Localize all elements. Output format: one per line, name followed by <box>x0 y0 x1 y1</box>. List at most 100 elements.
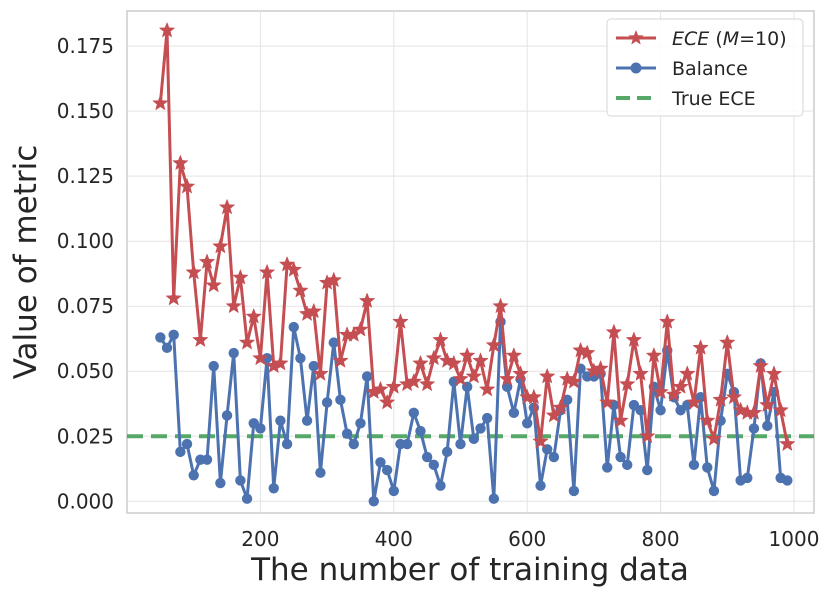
x-tick-label: 200 <box>241 527 279 551</box>
ece-point <box>552 398 569 415</box>
ece-point <box>705 430 723 446</box>
balance-point <box>321 397 333 408</box>
balance-point <box>241 493 253 504</box>
balance-point <box>742 472 753 484</box>
ece-point <box>565 372 583 389</box>
legend-balance-label: Balance <box>672 58 748 80</box>
ece-point <box>292 281 309 298</box>
x-tick-label: 800 <box>641 527 679 551</box>
balance-point <box>348 438 359 450</box>
balance-point <box>308 360 319 372</box>
balance-point <box>688 459 700 471</box>
ece-point <box>178 177 196 194</box>
balance-point <box>375 457 386 468</box>
y-tick-label: 0.000 <box>57 489 114 513</box>
balance-point <box>488 493 500 504</box>
ece-point <box>218 198 236 215</box>
balance-point <box>281 438 293 450</box>
ece-point <box>692 339 709 355</box>
ece-point <box>192 331 209 348</box>
balance-point <box>168 329 179 341</box>
ece-point <box>405 372 423 389</box>
ece-point <box>478 380 496 397</box>
ece-point <box>498 370 516 387</box>
balance-point <box>301 415 313 426</box>
ece-point <box>452 370 469 387</box>
y-tick-label: 0.125 <box>57 164 114 188</box>
balance-point <box>421 451 433 463</box>
balance-point <box>455 438 466 450</box>
balance-point <box>268 483 279 494</box>
ece-point <box>245 307 263 324</box>
balance-point <box>535 480 546 491</box>
legend-item-balance: Balance <box>616 58 748 80</box>
balance-point <box>161 342 173 354</box>
series-layer <box>152 21 796 507</box>
ece-point <box>325 271 343 288</box>
ece-point <box>765 365 783 381</box>
ece-point <box>412 354 429 371</box>
balance-point <box>702 462 713 473</box>
balance-point <box>441 446 453 458</box>
balance-point <box>155 332 166 343</box>
ece-point <box>445 354 463 371</box>
ece-point <box>525 388 543 405</box>
balance-point <box>748 423 760 434</box>
legend-ece-paren: ( <box>709 28 722 50</box>
ece-point <box>779 435 796 452</box>
ece-point <box>625 331 643 348</box>
balance-point <box>215 477 226 489</box>
ece-point <box>285 261 303 277</box>
ece-point <box>772 401 789 418</box>
balance-point <box>408 407 420 419</box>
balance-point <box>341 428 353 439</box>
balance-point <box>548 451 560 463</box>
ece-point <box>305 302 323 319</box>
ece-point <box>745 404 763 420</box>
balance-point <box>295 353 306 364</box>
ece-point <box>225 297 242 314</box>
balance-point <box>388 485 399 497</box>
balance-point <box>782 475 793 486</box>
y-tick-label: 0.050 <box>57 359 114 383</box>
balance-point <box>622 459 633 471</box>
balance-point <box>368 496 379 507</box>
ece-point <box>432 331 449 348</box>
ece-point <box>699 411 716 428</box>
balance-point <box>568 485 580 497</box>
y-axis-title: Value of metric <box>8 145 44 380</box>
y-tick-label: 0.150 <box>57 99 114 123</box>
balance-point <box>428 459 440 471</box>
ece-point <box>392 313 409 329</box>
ece-point <box>418 375 436 392</box>
balance-point <box>481 412 493 424</box>
balance-point <box>435 480 446 491</box>
ece-point <box>185 263 202 280</box>
ece-point <box>512 365 529 381</box>
balance-point <box>175 446 186 458</box>
ece-point <box>612 411 629 428</box>
legend-ece-italic: ECE <box>672 28 709 50</box>
balance-point <box>475 423 486 434</box>
balance-point <box>361 371 373 382</box>
ece-point <box>465 367 483 384</box>
ece-point <box>592 359 609 376</box>
legend-item-ece: ECE (M=10) <box>616 28 787 50</box>
ece-point <box>385 378 403 394</box>
ece-point <box>759 396 776 413</box>
balance-point <box>181 438 193 450</box>
ece-point <box>358 292 376 309</box>
ece-point <box>312 365 329 381</box>
balance-point <box>221 410 233 421</box>
legend-ece-m: M <box>723 28 739 50</box>
x-tick-label: 600 <box>508 527 546 551</box>
legend-ece-label: ECE (M=10) <box>672 28 787 50</box>
balance-point <box>762 420 773 432</box>
legend-balance-circle-marker <box>630 62 642 74</box>
ece-point <box>532 432 549 449</box>
balance-point <box>201 454 213 465</box>
ece-point <box>652 383 669 400</box>
ece-point <box>485 336 503 353</box>
balance-point <box>508 407 520 419</box>
